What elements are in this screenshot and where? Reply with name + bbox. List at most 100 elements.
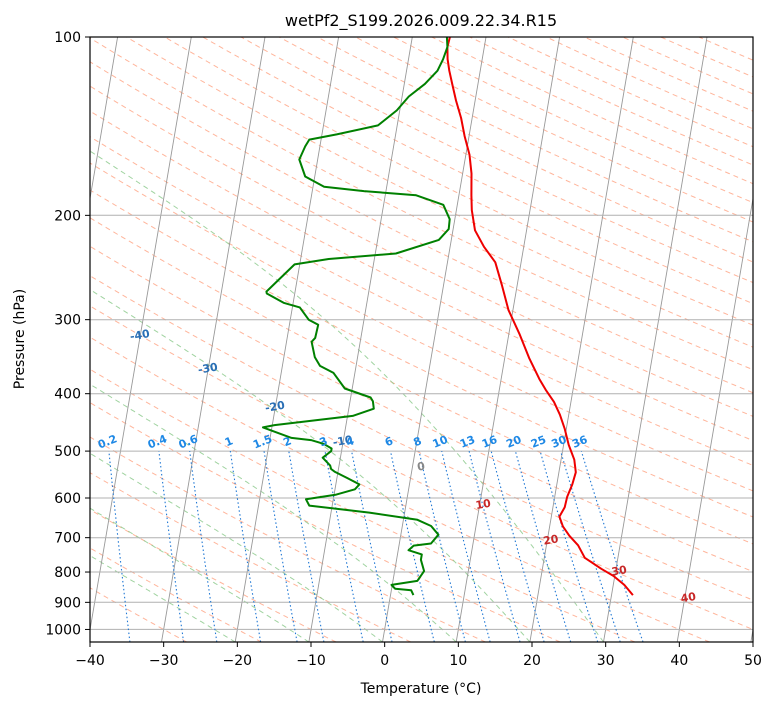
x-tick-label: 30 — [597, 653, 615, 669]
isotherm-line — [90, 37, 192, 633]
dry-adiabat-line — [90, 336, 710, 642]
chart-title: wetPf2_S199.2026.009.22.34.R15 — [285, 11, 557, 31]
mixing-ratio-line — [108, 451, 131, 642]
dry-adiabat-line — [90, 162, 753, 492]
dry-adiabat-line — [125, 37, 753, 348]
y-axis-label: Pressure (hPa) — [12, 289, 28, 389]
x-tick-label: 20 — [523, 653, 541, 669]
mixing-ratio-label: 30 — [549, 433, 568, 451]
mixing-ratio-line — [158, 451, 185, 642]
mixing-ratio-line — [189, 451, 218, 642]
isotherm-line — [750, 627, 753, 642]
plot-frame — [89, 36, 754, 643]
isotherm-line — [603, 37, 708, 642]
y-tick-label: 800 — [54, 565, 81, 581]
mixing-ratio-line — [441, 450, 491, 642]
y-tick-label: 1000 — [45, 622, 81, 638]
isotherm-label: -10 — [332, 433, 354, 449]
mixing-ratio-label: 36 — [570, 433, 589, 451]
y-tick-label: 700 — [54, 531, 81, 547]
dry-adiabat-line — [90, 509, 337, 642]
mixing-ratio-line — [490, 450, 545, 642]
dry-adiabat-line — [90, 436, 486, 642]
mixing-ratio-label: 20 — [504, 433, 523, 451]
mixing-ratio-line — [389, 450, 435, 642]
isotherm-line — [382, 37, 487, 642]
moist-adiabat-line — [90, 452, 383, 642]
mixing-ratio-label: 16 — [480, 433, 499, 451]
mixing-ratio-label: 1 — [223, 434, 235, 449]
y-tick-label: 200 — [54, 208, 81, 224]
y-tick-label: 400 — [54, 387, 81, 403]
x-tick-label: −10 — [296, 653, 326, 669]
x-tick-label: 50 — [744, 653, 762, 669]
y-tick-label: 100 — [54, 30, 81, 46]
mixing-ratio-line — [514, 450, 572, 642]
moist-adiabats — [90, 150, 604, 642]
isotherm-line — [308, 37, 413, 642]
x-axis-label: Temperature (°C) — [360, 681, 482, 697]
moist-adiabat-line — [90, 288, 531, 642]
isotherm-label-zero: 0 — [416, 460, 426, 474]
isotherm-line — [676, 195, 753, 642]
y-tick-label: 500 — [54, 444, 81, 460]
plot-background — [90, 37, 753, 642]
dry-adiabat-line — [90, 85, 753, 417]
isotherm-label-warm: 10 — [475, 497, 493, 512]
y-tick-label: 300 — [54, 313, 81, 329]
dry-adiabat-line — [90, 189, 753, 518]
mixing-ratio-line — [539, 450, 599, 642]
isotherm-label-warm: 20 — [542, 532, 560, 547]
dry-adiabat-line — [90, 37, 753, 371]
sounding-profiles — [262, 37, 634, 596]
pressure-gridlines — [90, 37, 753, 630]
isotherm-label-warm: 30 — [611, 563, 629, 578]
isotherm-line — [161, 37, 266, 642]
mixing-ratio-line — [351, 450, 393, 642]
y-axis-ticks: 100 200 300 400 500 600 700 800 900 1000 — [45, 30, 90, 638]
moist-adiabat-line — [90, 554, 236, 642]
isotherm-line — [90, 37, 119, 202]
mixing-ratio-line — [580, 450, 644, 642]
isotherm-label-warm: 40 — [680, 590, 698, 605]
x-tick-label: 0 — [380, 653, 389, 669]
mixing-ratio-line — [418, 450, 466, 642]
mixing-ratio-label: 25 — [529, 433, 548, 451]
dry-adiabat-line — [90, 402, 561, 642]
isotherm-line — [529, 37, 634, 642]
x-tick-label: −30 — [149, 653, 179, 669]
moist-adiabat-line — [90, 383, 457, 642]
x-tick-label: 10 — [449, 653, 467, 669]
isotherm-label: -30 — [197, 360, 219, 376]
y-tick-label: 900 — [54, 595, 81, 611]
mixing-ratio-line — [560, 450, 621, 642]
isotherm-line — [455, 37, 561, 642]
mixing-ratio-label: 8 — [412, 434, 424, 449]
dry-adiabats — [90, 37, 753, 642]
temperature-profile-line — [446, 37, 634, 596]
mixing-ratio-line — [468, 450, 521, 642]
x-axis-ticks: −40 −30 −20 −10 0 10 20 30 40 50 — [75, 642, 762, 669]
isotherm-label: -50 — [63, 283, 85, 299]
mixing-ratio-label: 2 — [281, 434, 293, 449]
mixing-ratio-line — [324, 450, 364, 642]
x-tick-label: 40 — [670, 653, 688, 669]
mixing-ratio-label: 10 — [431, 433, 450, 451]
mixing-ratio-lines — [108, 450, 644, 642]
x-tick-label: −40 — [75, 653, 105, 669]
dry-adiabat-line — [201, 37, 753, 305]
dry-adiabat-line — [90, 547, 262, 642]
y-tick-label: 600 — [54, 491, 81, 507]
dry-adiabat-line — [90, 217, 753, 545]
isotherm-label: -40 — [129, 327, 151, 343]
isotherm-label: -20 — [264, 399, 286, 415]
dry-adiabat-line — [90, 275, 753, 601]
dewpoint-profile-line — [262, 37, 451, 596]
line-labels: -100-90-80-70-60-50-40-30-20-10010203040… — [0, 235, 698, 605]
mixing-ratio-label: 3 — [318, 434, 330, 449]
mixing-ratio-label: 13 — [458, 433, 477, 451]
isotherm-label: -60 — [0, 235, 20, 251]
x-tick-label: −20 — [223, 653, 253, 669]
dry-adiabat-line — [90, 136, 753, 466]
